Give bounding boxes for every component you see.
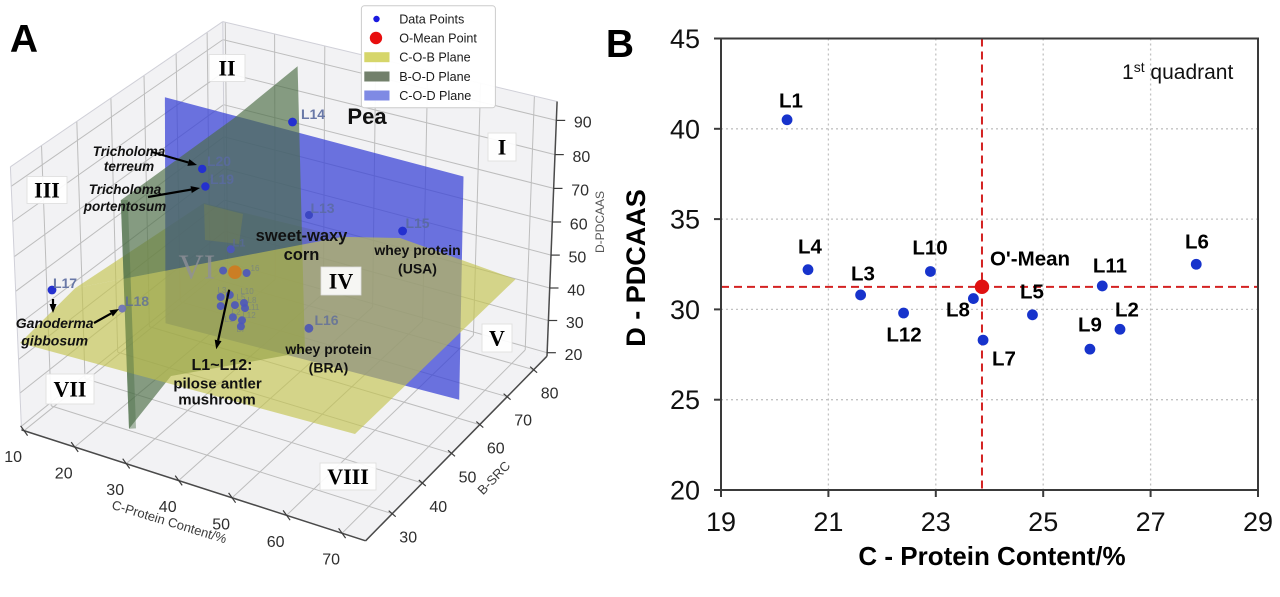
svg-text:Data Points: Data Points — [399, 13, 464, 27]
svg-text:19: 19 — [706, 507, 736, 537]
svg-text:Tricholoma: Tricholoma — [89, 182, 162, 197]
svg-text:C-O-D Plane: C-O-D Plane — [399, 89, 471, 103]
svg-text:70: 70 — [322, 552, 340, 569]
svg-text:30: 30 — [399, 530, 417, 547]
svg-text:10: 10 — [4, 449, 22, 466]
svg-text:L5: L5 — [1020, 281, 1044, 304]
svg-text:II: II — [218, 56, 235, 81]
svg-text:L1~L12:: L1~L12: — [192, 357, 253, 374]
svg-text:L12: L12 — [242, 311, 256, 320]
svg-text:L12: L12 — [886, 324, 921, 347]
svg-text:L16: L16 — [314, 312, 338, 328]
svg-text:90: 90 — [574, 115, 592, 132]
svg-text:L10: L10 — [912, 237, 947, 260]
svg-text:L17: L17 — [53, 275, 77, 291]
svg-text:corn: corn — [284, 246, 320, 264]
svg-text:30: 30 — [106, 482, 124, 499]
svg-text:23: 23 — [921, 507, 951, 537]
svg-text:50: 50 — [212, 516, 230, 533]
svg-text:V: V — [489, 326, 505, 351]
svg-text:B-O-D Plane: B-O-D Plane — [399, 70, 470, 84]
svg-text:30: 30 — [670, 295, 700, 325]
svg-text:D-PDCAAS: D-PDCAAS — [593, 191, 607, 253]
svg-text:L15: L15 — [405, 215, 429, 231]
svg-text:L9: L9 — [1078, 314, 1102, 337]
svg-text:L8: L8 — [946, 299, 970, 322]
svg-text:L18: L18 — [125, 293, 149, 309]
svg-text:50: 50 — [569, 249, 587, 266]
svg-text:L9: L9 — [225, 315, 234, 324]
svg-text:70: 70 — [571, 183, 589, 200]
svg-text:gibbosum: gibbosum — [20, 333, 88, 349]
svg-text:VIII: VIII — [327, 464, 369, 489]
svg-text:20: 20 — [670, 476, 700, 506]
svg-text:L10: L10 — [240, 287, 254, 296]
svg-text:25: 25 — [670, 385, 700, 415]
svg-text:L4: L4 — [798, 236, 823, 259]
svg-text:40: 40 — [159, 499, 177, 516]
svg-text:IV: IV — [329, 269, 354, 294]
svg-text:portentosum: portentosum — [83, 199, 167, 214]
svg-text:L11: L11 — [247, 303, 260, 312]
svg-text:60: 60 — [570, 216, 588, 233]
svg-text:L20: L20 — [207, 153, 231, 169]
svg-text:Tricholoma: Tricholoma — [93, 144, 166, 159]
svg-text:terreum: terreum — [104, 159, 154, 174]
svg-text:C - Protein Content/%: C - Protein Content/% — [858, 541, 1125, 571]
svg-text:80: 80 — [573, 149, 591, 166]
svg-text:60: 60 — [267, 534, 285, 551]
svg-text:O'-Mean: O'-Mean — [990, 248, 1070, 271]
svg-text:A: A — [10, 18, 38, 61]
svg-text:L11: L11 — [1093, 255, 1127, 278]
svg-text:L5: L5 — [237, 293, 246, 302]
svg-text:C-O-B Plane: C-O-B Plane — [399, 51, 470, 65]
svg-text:mushroom: mushroom — [178, 392, 256, 409]
svg-text:29: 29 — [1243, 507, 1273, 537]
svg-text:21: 21 — [813, 507, 843, 537]
svg-text:L2: L2 — [232, 308, 241, 317]
svg-text:VI: VI — [179, 248, 216, 287]
svg-text:III: III — [34, 178, 60, 203]
svg-text:sweet-waxy: sweet-waxy — [256, 227, 349, 245]
svg-text:whey protein: whey protein — [284, 341, 371, 357]
svg-text:27: 27 — [1136, 507, 1166, 537]
svg-text:50: 50 — [459, 469, 477, 486]
svg-text:VII: VII — [53, 377, 86, 402]
svg-text:D - PDCAAS: D - PDCAAS — [621, 189, 651, 347]
svg-text:1st quadrant: 1st quadrant — [1122, 59, 1233, 84]
svg-text:L1: L1 — [779, 90, 803, 113]
svg-text:L13: L13 — [310, 200, 334, 216]
svg-text:40: 40 — [670, 114, 700, 144]
svg-text:Ganoderma: Ganoderma — [16, 315, 94, 331]
svg-text:L2: L2 — [1115, 299, 1139, 322]
svg-text:B: B — [606, 23, 634, 66]
svg-text:16: 16 — [251, 264, 260, 273]
svg-text:20: 20 — [565, 347, 583, 364]
svg-text:L19: L19 — [210, 171, 234, 187]
svg-text:L14: L14 — [301, 106, 325, 122]
svg-text:I: I — [498, 135, 507, 160]
svg-text:whey protein: whey protein — [373, 242, 460, 258]
svg-text:(BRA): (BRA) — [309, 360, 349, 376]
svg-text:70: 70 — [514, 413, 532, 430]
svg-text:L3: L3 — [218, 286, 227, 295]
svg-text:L7: L7 — [992, 348, 1016, 371]
svg-text:20: 20 — [55, 466, 73, 483]
svg-text:L6: L6 — [1185, 231, 1209, 254]
svg-text:40: 40 — [429, 499, 447, 516]
svg-text:80: 80 — [541, 386, 559, 403]
svg-text:45: 45 — [670, 24, 700, 54]
svg-text:L8: L8 — [248, 296, 257, 305]
svg-text:L1: L1 — [232, 238, 245, 250]
svg-text:60: 60 — [487, 441, 505, 458]
svg-text:pilose antler: pilose antler — [173, 376, 262, 393]
svg-text:L3: L3 — [851, 263, 875, 286]
svg-text:25: 25 — [1028, 507, 1058, 537]
svg-text:(USA): (USA) — [398, 261, 437, 277]
svg-text:40: 40 — [567, 282, 585, 299]
svg-text:L7: L7 — [237, 325, 246, 334]
svg-text:O-Mean Point: O-Mean Point — [399, 32, 477, 46]
svg-text:35: 35 — [670, 205, 700, 235]
svg-text:30: 30 — [566, 315, 584, 332]
